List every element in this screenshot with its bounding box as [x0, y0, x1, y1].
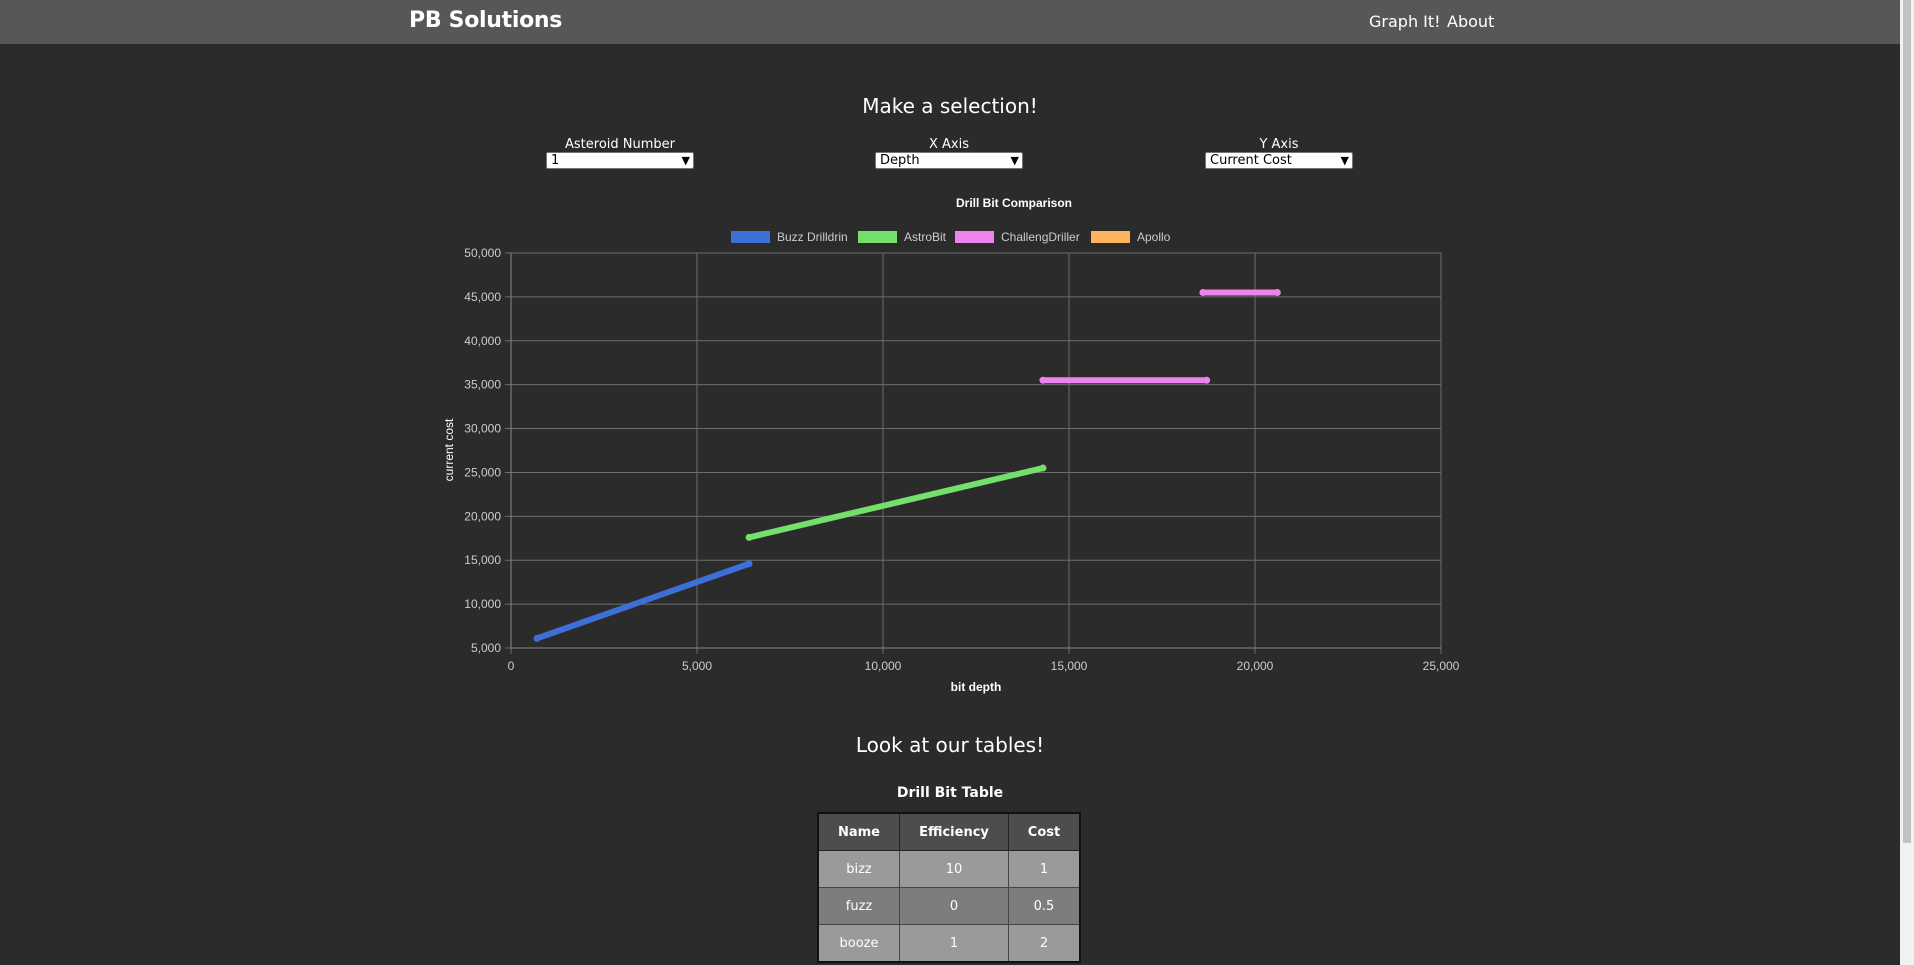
tables-heading: Look at our tables! — [855, 733, 1045, 757]
drill-bit-table: Name Efficiency Cost bizz 10 1 fuzz 0 0.… — [817, 812, 1081, 963]
nav-link-graph-it[interactable]: Graph It! — [1369, 12, 1441, 31]
brand-link[interactable]: PB Solutions — [409, 8, 563, 33]
legend-label: AstroBit — [904, 230, 947, 244]
x-axis-value: Depth — [880, 153, 920, 168]
x-axis-group: X Axis Depth ▼ — [874, 137, 1024, 169]
series-line — [534, 560, 753, 642]
drill-bit-chart: Drill Bit Comparison Buzz Drilldrin AstroB… — [442, 196, 1460, 694]
series-line — [746, 465, 1046, 541]
legend-swatch — [858, 231, 897, 243]
table-cell: 2 — [1008, 924, 1081, 963]
navbar: PB Solutions Graph It! About — [0, 0, 1900, 44]
y-axis-label: Y Axis — [1259, 137, 1299, 152]
table-cell: 10 — [899, 850, 1009, 888]
y-axis-group: Y Axis Current Cost ▼ — [1204, 137, 1354, 169]
vertical-scrollbar[interactable] — [1900, 0, 1914, 965]
chevron-down-icon: ▼ — [1010, 154, 1019, 167]
x-tick-label: 25,000 — [1423, 659, 1460, 673]
legend-swatch — [731, 231, 770, 243]
chevron-down-icon: ▼ — [681, 154, 690, 167]
column-header-cost: Cost — [1008, 812, 1081, 851]
y-tick-label: 35,000 — [464, 378, 501, 392]
table-cell: 0.5 — [1008, 887, 1081, 925]
asteroid-number-select[interactable]: 1 ▼ — [546, 152, 694, 169]
table-cell: fuzz — [817, 887, 900, 925]
data-point — [1203, 376, 1211, 384]
table-row: booze 1 2 — [817, 924, 1081, 963]
y-tick-label: 10,000 — [464, 597, 501, 611]
y-tick-label: 30,000 — [464, 422, 501, 436]
legend-swatch — [955, 231, 994, 243]
scrollbar-thumb[interactable] — [1903, 0, 1911, 843]
y-tick-label: 50,000 — [464, 246, 501, 260]
y-tick-label: 45,000 — [464, 290, 501, 304]
table-title: Drill Bit Table — [896, 785, 1004, 801]
chart-title: Drill Bit Comparison — [956, 196, 1072, 210]
x-tick-label: 5,000 — [682, 659, 712, 673]
asteroid-number-label: Asteroid Number — [565, 137, 675, 152]
y-tick-label: 20,000 — [464, 509, 501, 523]
table-cell: 0 — [899, 887, 1009, 925]
data-point — [1039, 376, 1047, 384]
selection-heading: Make a selection! — [862, 94, 1038, 118]
data-point — [745, 533, 753, 541]
data-point — [1039, 464, 1047, 472]
column-header-name: Name — [817, 812, 900, 851]
y-axis-title: current cost — [442, 418, 456, 481]
data-point — [533, 634, 541, 642]
y-tick-label: 25,000 — [464, 465, 501, 479]
x-axis-label: X Axis — [928, 137, 969, 152]
table-cell: bizz — [817, 850, 900, 888]
legend-swatch — [1091, 231, 1130, 243]
x-tick-label: 15,000 — [1051, 659, 1088, 673]
x-axis-select[interactable]: Depth ▼ — [875, 152, 1023, 169]
data-point — [1273, 289, 1281, 296]
x-axis-title: bit depth — [951, 680, 1002, 694]
y-tick-label: 5,000 — [471, 641, 501, 655]
x-tick-label: 0 — [508, 659, 515, 673]
nav-link-about[interactable]: About — [1447, 12, 1495, 31]
y-axis-value: Current Cost — [1210, 153, 1292, 168]
table-cell: 1 — [899, 924, 1009, 963]
table-header-row: Name Efficiency Cost — [817, 812, 1081, 851]
table-cell: 1 — [1008, 850, 1081, 888]
chevron-down-icon: ▼ — [1340, 154, 1349, 167]
data-point — [1199, 289, 1207, 296]
table-cell: booze — [817, 924, 900, 963]
x-tick-label: 10,000 — [865, 659, 902, 673]
column-header-efficiency: Efficiency — [899, 812, 1009, 851]
y-axis-select[interactable]: Current Cost ▼ — [1205, 152, 1353, 169]
legend-label: Apollo — [1137, 230, 1171, 244]
x-tick-label: 20,000 — [1237, 659, 1274, 673]
data-point — [745, 560, 753, 568]
y-tick-label: 15,000 — [464, 553, 501, 567]
table-row: fuzz 0 0.5 — [817, 887, 1081, 925]
table-row: bizz 10 1 — [817, 850, 1081, 888]
legend-label: Buzz Drilldrin — [777, 230, 848, 244]
y-tick-label: 40,000 — [464, 334, 501, 348]
legend-label: ChallengDriller — [1001, 230, 1080, 244]
asteroid-number-value: 1 — [551, 153, 560, 168]
asteroid-number-group: Asteroid Number 1 ▼ — [545, 137, 695, 169]
